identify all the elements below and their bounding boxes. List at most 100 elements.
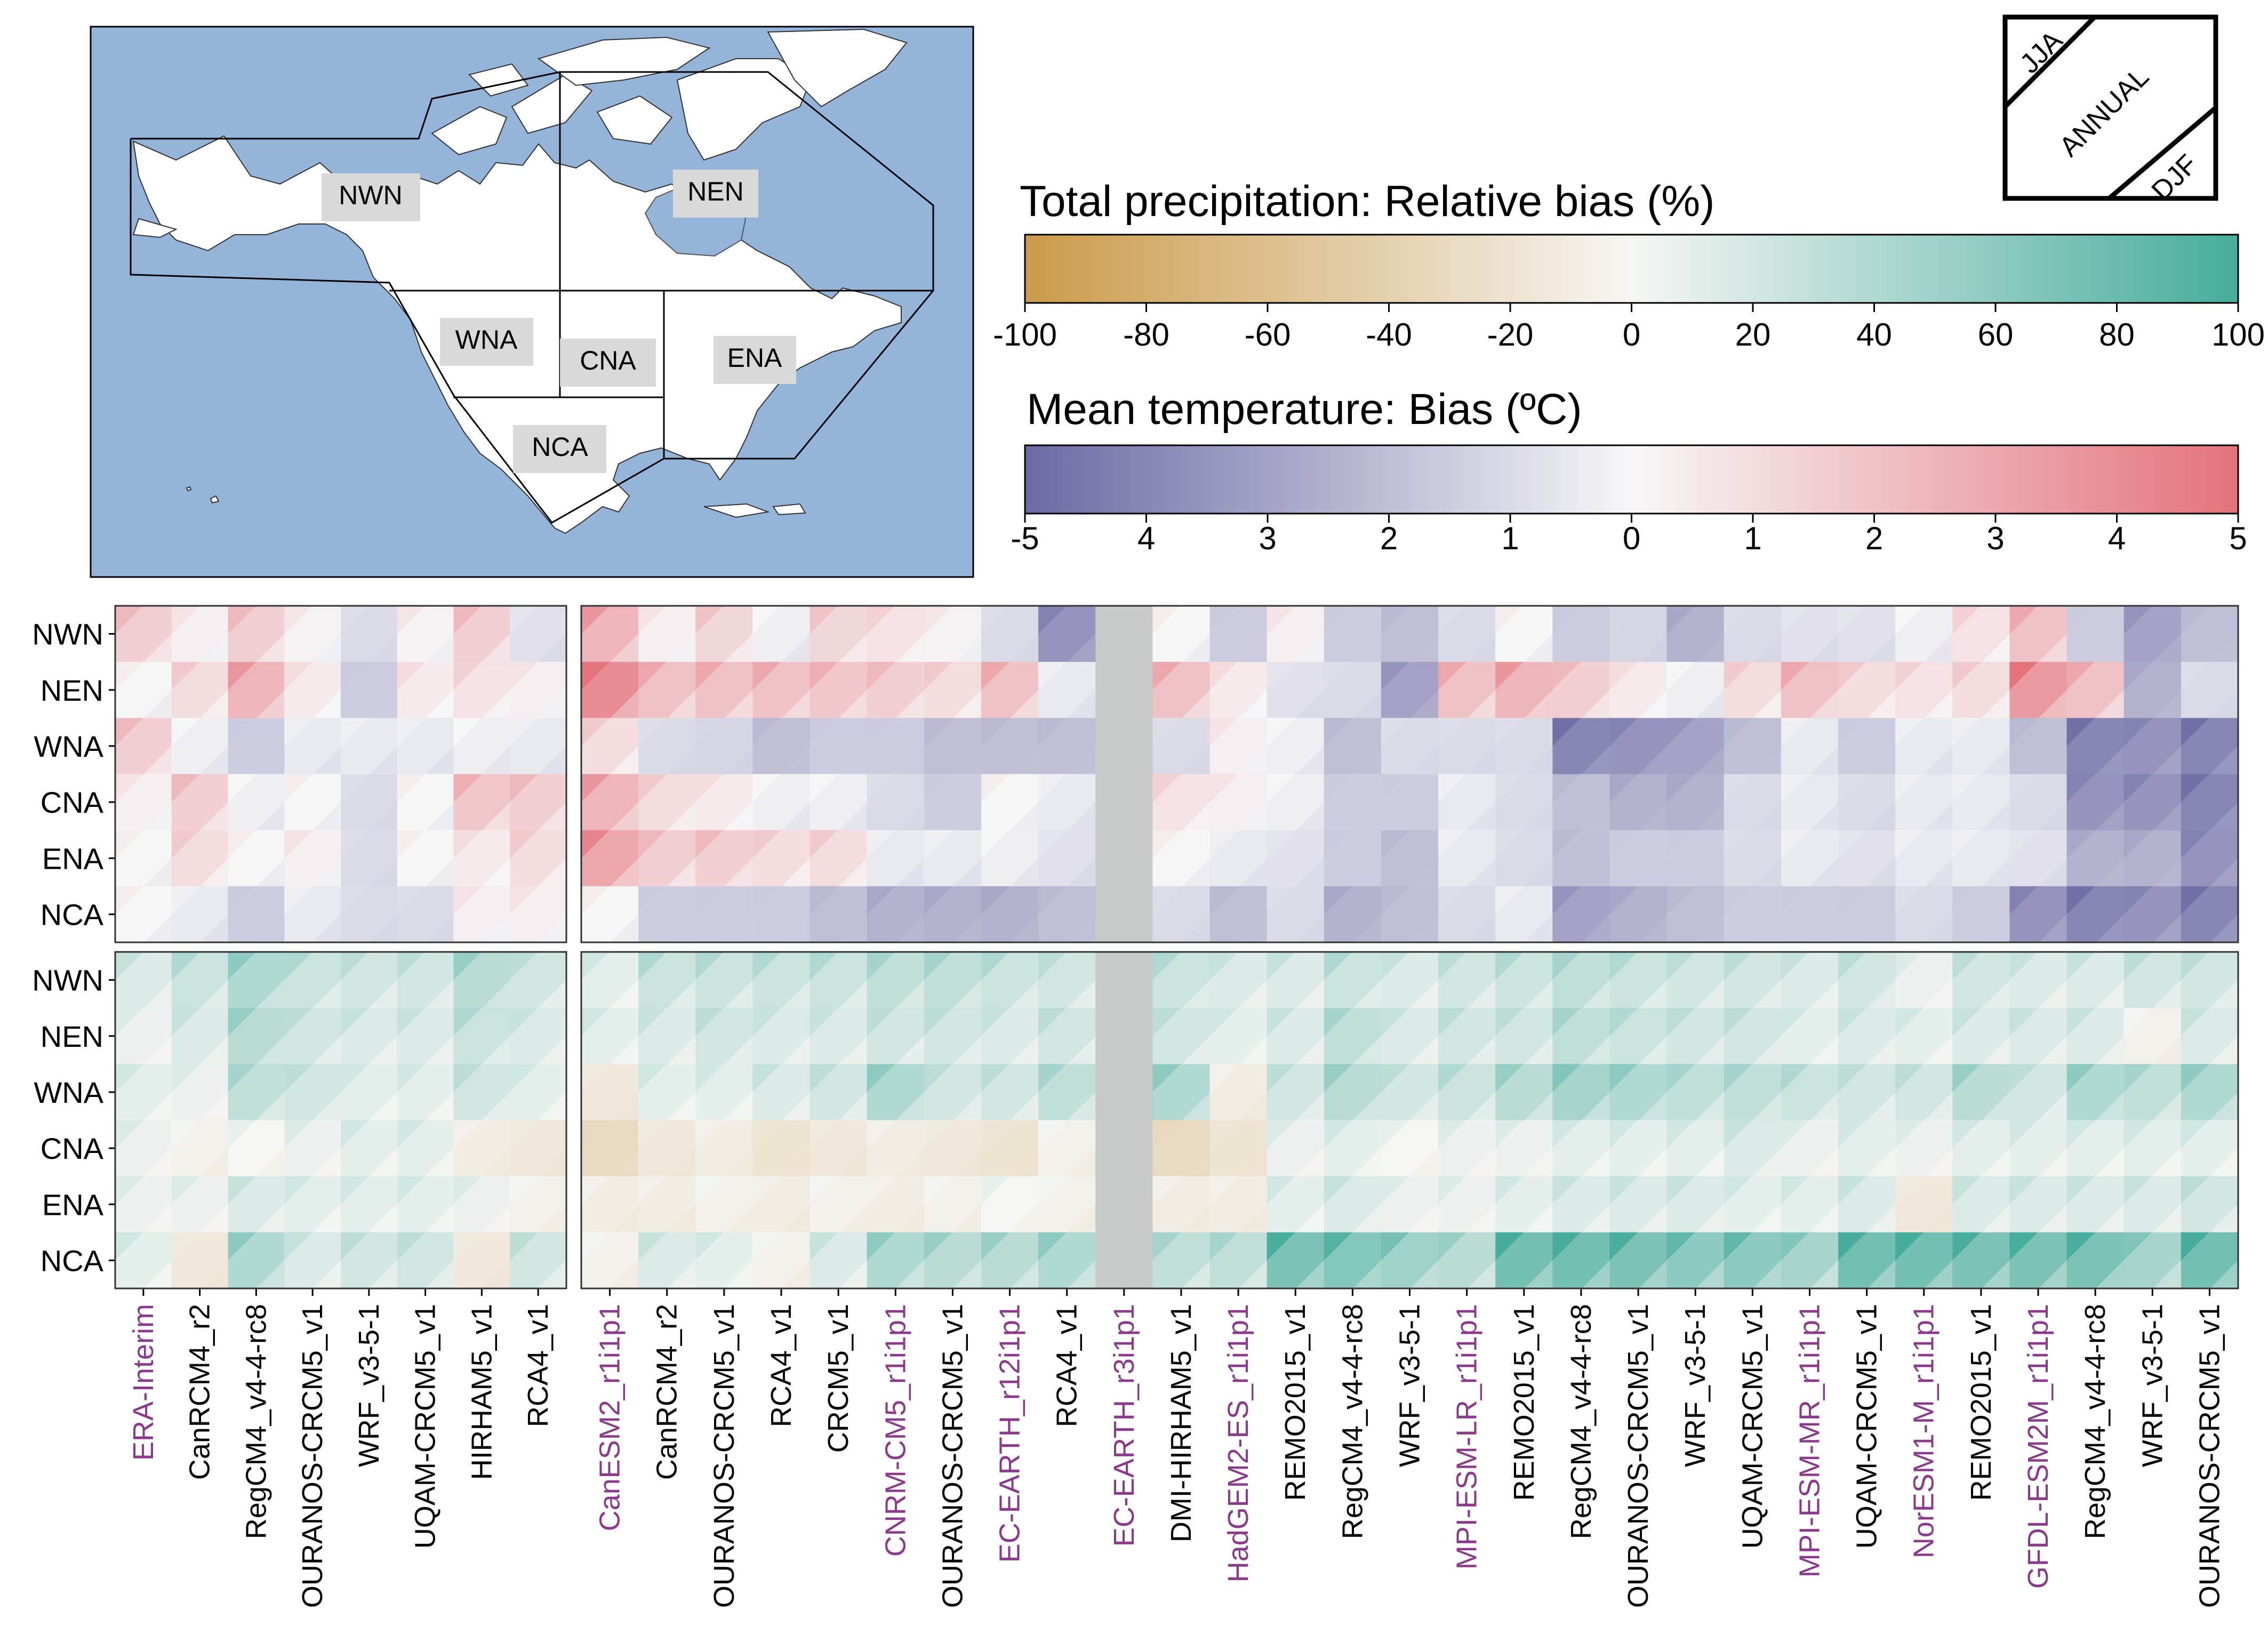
temp-cell-djf <box>1810 746 1839 774</box>
precip-cell-jja <box>581 1176 610 1205</box>
column-label-model: OURANOS-CRCM5_v1 <box>936 1304 968 1608</box>
temp-cell-djf <box>953 802 981 830</box>
precip-cell-jja <box>752 1008 781 1036</box>
temp-cell-djf <box>2210 746 2238 774</box>
precip-cell-djf <box>667 1092 696 1120</box>
temp-cell-djf <box>2096 746 2124 774</box>
precip-cell-jja <box>1666 1064 1695 1092</box>
precip-cell-jja <box>1666 1176 1695 1205</box>
precip-cell-jja <box>1495 1120 1524 1149</box>
temp-cell-jja <box>1838 774 1866 803</box>
temp-cell-jja <box>1324 774 1352 803</box>
precip-cell-jja <box>1838 952 1866 980</box>
temp-cell-jja <box>1724 606 1752 634</box>
precip-cell-jja <box>397 1232 426 1261</box>
precip-cell-djf <box>839 1036 867 1064</box>
temp-cell-jja <box>115 774 143 803</box>
temp-cell-djf <box>896 914 924 942</box>
temp-cell-djf <box>1067 858 1096 886</box>
temp-cell-jja <box>228 830 257 859</box>
temp-colorbar-ticks: -5 4 3 2 1 0 1 2 3 4 5 <box>1011 514 2247 556</box>
precip-cell-djf <box>482 1092 510 1120</box>
temp-tick-label: 2 <box>1865 520 1883 556</box>
temp-cell-jja <box>228 718 257 746</box>
precip-cell-jja <box>1209 1232 1238 1261</box>
temp-cell-jja <box>695 606 724 634</box>
temp-cell-jja <box>810 830 838 859</box>
precip-cell-missing <box>1095 952 1153 1008</box>
precip-cell-jja <box>581 1064 610 1092</box>
precip-cell-jja <box>1381 1120 1409 1149</box>
column-label-model: CanRCM4_r2 <box>184 1304 216 1480</box>
precip-cell-jja <box>1838 1176 1866 1205</box>
precip-cell-jja <box>1324 1064 1352 1092</box>
precip-cell-djf <box>1810 1148 1839 1176</box>
precip-cell-djf <box>312 1204 341 1232</box>
precip-cell-jja <box>510 1008 538 1036</box>
precip-cell-djf <box>1867 1260 1896 1288</box>
precip-cell-jja <box>1152 1120 1181 1149</box>
precip-cell-djf <box>896 1036 924 1064</box>
temp-cell-jja <box>1495 774 1524 803</box>
temp-cell-djf <box>781 914 810 942</box>
temp-cell-missing <box>1095 606 1153 662</box>
precip-cell-djf <box>1181 1092 1210 1120</box>
column-label-driver: MPI-ESM-MR_r1i1p1 <box>1793 1304 1825 1577</box>
temp-cell-jja <box>1666 606 1695 634</box>
precip-cell-jja <box>228 1120 257 1149</box>
temp-cell-djf <box>2153 746 2181 774</box>
precip-cell-jja <box>341 1064 369 1092</box>
precip-cell-djf <box>1010 1260 1039 1288</box>
temp-cell-jja <box>2009 830 2038 859</box>
precip-cell-jja <box>2123 1120 2152 1149</box>
temp-cell-jja <box>284 718 312 746</box>
temp-cell-jja <box>1209 774 1238 803</box>
precip-cell-jja <box>981 952 1009 980</box>
temp-cell-jja <box>752 718 781 746</box>
temp-cell-jja <box>2181 886 2209 915</box>
temp-cell-jja <box>510 830 538 859</box>
temp-tick-label: 1 <box>1744 520 1761 556</box>
temp-cell-jja <box>510 662 538 690</box>
precip-cell-jja <box>397 1064 426 1092</box>
column-label-model: OURANOS-CRCM5_v1 <box>1622 1304 1654 1608</box>
temp-cell-djf <box>1867 746 1896 774</box>
temp-cell-jja <box>115 718 143 746</box>
precip-cell-djf <box>1067 1148 1096 1176</box>
precip-cell-jja <box>115 1232 143 1261</box>
temp-cell-jja <box>1609 774 1638 803</box>
precip-cell-jja <box>638 1232 667 1261</box>
temp-cell-jja <box>1724 718 1752 746</box>
precip-cell-jja <box>1324 1176 1352 1205</box>
temp-cell-jja <box>1666 662 1695 690</box>
temp-cell-djf <box>256 690 285 718</box>
precip-cell-jja <box>752 952 781 980</box>
temp-cell-djf <box>667 914 696 942</box>
precip-cell-jja <box>1038 1120 1067 1149</box>
temp-cell-jja <box>341 718 369 746</box>
temp-cell-jja <box>1952 718 1981 746</box>
temp-cell-djf <box>199 634 228 662</box>
precip-cell-djf <box>1639 1260 1667 1288</box>
temp-cell-djf <box>1981 914 2010 942</box>
precip-cell-jja <box>510 952 538 980</box>
precip-cell-djf <box>839 1092 867 1120</box>
precip-cell-djf <box>482 1260 510 1288</box>
temp-cell-jja <box>1038 830 1067 859</box>
temp-cell-jja <box>1781 774 1809 803</box>
temp-cell-jja <box>581 662 610 690</box>
precip-cell-jja <box>2066 1232 2095 1261</box>
temp-cell-jja <box>638 718 667 746</box>
temp-cell-djf <box>482 802 510 830</box>
temp-cell-djf <box>369 690 397 718</box>
precip-cell-jja <box>2181 1008 2209 1036</box>
precip-cell-missing <box>1095 1232 1153 1289</box>
temp-colorbar: Mean temperature: Bias (ºC) -5 4 3 2 1 0 1 2 3 4 5 <box>1011 385 2247 556</box>
precip-cell-jja <box>1038 1232 1067 1261</box>
temp-cell-jja <box>1267 830 1295 859</box>
temp-cell-jja <box>1952 774 1981 803</box>
precip-cell-jja <box>1666 1008 1695 1036</box>
temp-cell-jja <box>228 662 257 690</box>
temp-cell-jja <box>810 662 838 690</box>
column-label-model: RegCM4_v4-4-rc8 <box>2079 1304 2111 1539</box>
